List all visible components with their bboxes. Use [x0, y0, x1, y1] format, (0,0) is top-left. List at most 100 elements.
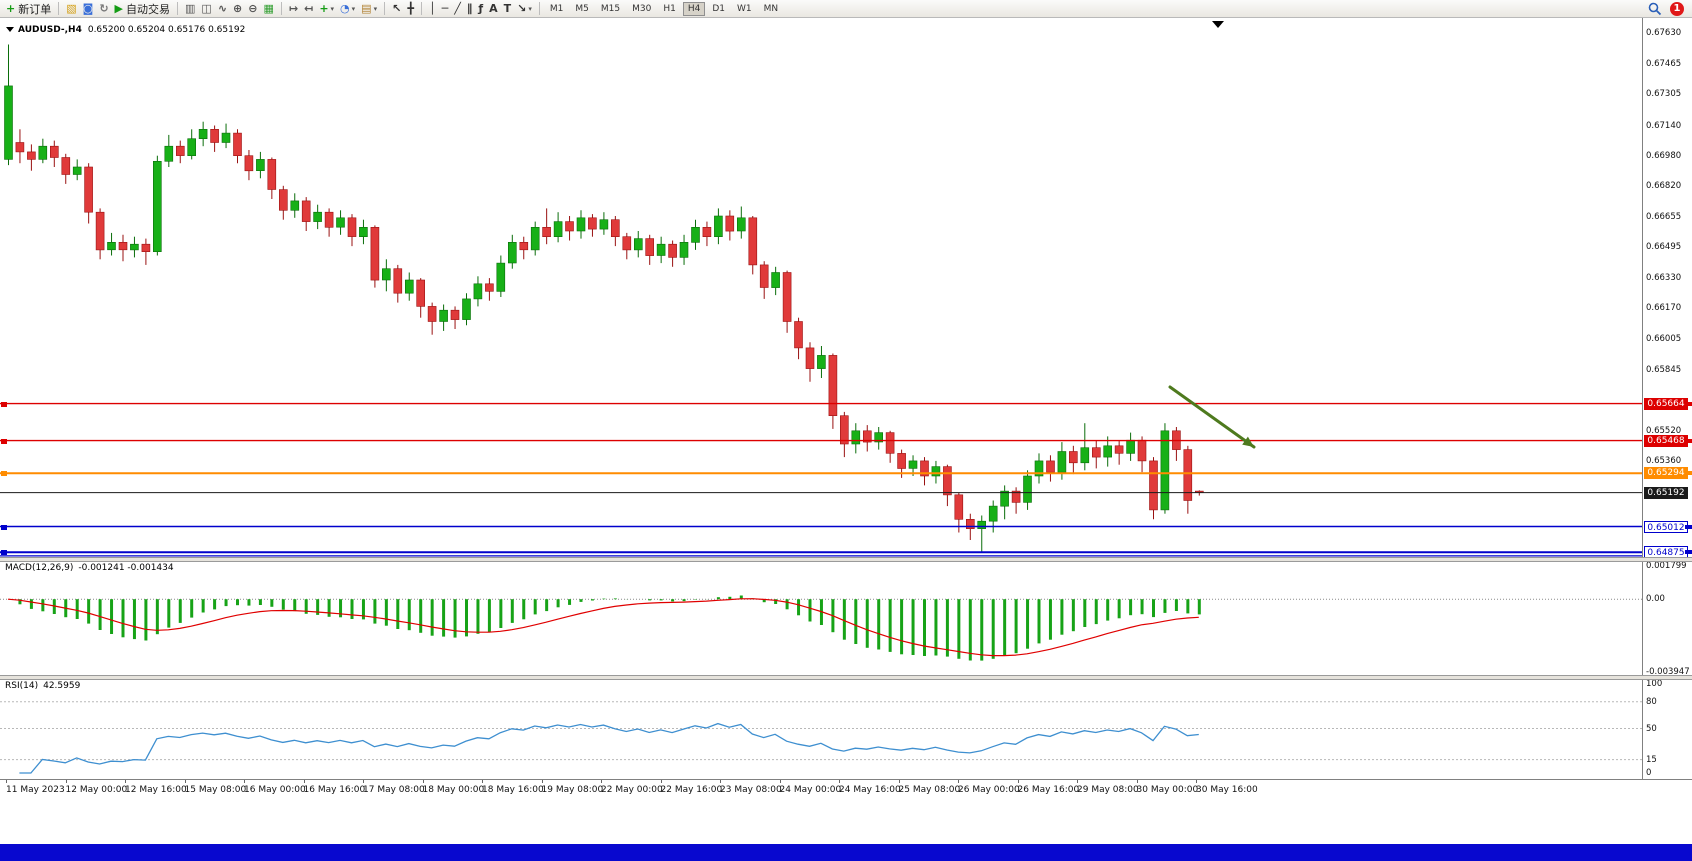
- line-edge-mark: [1685, 401, 1692, 406]
- line-chart-button[interactable]: ∿: [216, 1, 229, 17]
- time-tick: [303, 780, 305, 783]
- profiles-icon: ◙: [82, 1, 94, 15]
- notification-badge[interactable]: 1: [1670, 1, 1684, 16]
- time-label: 19 May 08:00: [541, 785, 604, 795]
- horizontal-line-button[interactable]: ─: [440, 1, 451, 17]
- rsi-axis-tick: 0: [1646, 768, 1652, 778]
- timeframe-m30[interactable]: M30: [632, 3, 652, 14]
- candle: [1137, 439, 1147, 462]
- candlestick-chart-button[interactable]: ◫: [199, 1, 213, 17]
- timeframe-m1[interactable]: M1: [549, 3, 564, 14]
- candle: [931, 466, 941, 477]
- trendline-icon: ╱: [454, 1, 461, 15]
- refresh-button[interactable]: ↻: [97, 1, 110, 17]
- line-anchor[interactable]: [1, 438, 7, 444]
- timeframe-h1[interactable]: H1: [663, 3, 676, 14]
- time-tick: [1196, 780, 1197, 783]
- candle: [359, 227, 368, 238]
- chart-shift-button[interactable]: ↤: [302, 1, 315, 17]
- candle: [645, 238, 655, 256]
- candle: [210, 129, 219, 143]
- candle: [381, 268, 391, 281]
- candle: [759, 264, 769, 288]
- timeframe-d1[interactable]: D1: [712, 3, 725, 14]
- price-tick: 0.66330: [1646, 273, 1682, 284]
- autotrading-button-label: 自动交易: [126, 2, 170, 16]
- text-button[interactable]: A: [487, 1, 500, 17]
- candle: [38, 145, 48, 160]
- dropdown-arrow-icon[interactable]: ▾: [373, 4, 378, 13]
- macd-name: MACD(12,26,9): [5, 563, 74, 573]
- vertical-line-button[interactable]: │: [427, 1, 438, 17]
- line-anchor[interactable]: [1, 524, 7, 530]
- time-label: 17 May 08:00: [363, 785, 425, 795]
- indicators-icon: +: [319, 1, 329, 15]
- price-tick: 0.67465: [1646, 59, 1682, 70]
- candle: [450, 309, 460, 320]
- candle: [1126, 439, 1135, 454]
- time-label: 24 May 00:00: [779, 785, 842, 795]
- profiles-button[interactable]: ◙: [81, 1, 96, 17]
- text-label-button[interactable]: T: [502, 1, 514, 17]
- timeframe-mn[interactable]: MN: [763, 3, 779, 14]
- candle: [290, 200, 300, 211]
- search-icon[interactable]: [1648, 2, 1662, 16]
- line-anchor[interactable]: [1, 550, 7, 556]
- collapse-chart-icon[interactable]: [6, 27, 14, 32]
- candle: [473, 283, 483, 300]
- rsi-line: [19, 722, 1199, 774]
- line-anchor[interactable]: [1, 471, 7, 477]
- periods-button[interactable]: ◔ ▾: [338, 1, 357, 17]
- timeframe-h4[interactable]: H4: [682, 1, 706, 16]
- channel-button[interactable]: ∥: [465, 1, 475, 17]
- chart-shift-marker[interactable]: [1212, 21, 1224, 28]
- toolbar-separator: [280, 2, 282, 15]
- candle: [702, 227, 712, 238]
- candle: [439, 309, 448, 322]
- timeframe-m15[interactable]: M15: [600, 3, 621, 14]
- crosshair-button[interactable]: ╋: [405, 1, 416, 17]
- chart-shift-icon: ↤: [304, 1, 314, 15]
- candle: [874, 432, 884, 443]
- templates-button[interactable]: ▤ ▾: [359, 1, 379, 17]
- candle: [233, 132, 242, 156]
- candle: [519, 242, 529, 251]
- price-chart-canvas[interactable]: [0, 18, 1642, 779]
- panel-splitter-rsi[interactable]: [0, 675, 1692, 680]
- candle: [714, 215, 723, 238]
- line-anchor[interactable]: [1, 401, 7, 407]
- auto-scroll-button[interactable]: ↦: [287, 1, 300, 17]
- new-order-button[interactable]: + 新订单: [4, 1, 53, 17]
- arrows-button[interactable]: ↘ ▾: [515, 1, 534, 17]
- zoom-out-button[interactable]: ⊖: [246, 1, 259, 17]
- macd-panel-label: MACD(12,26,9) -0.001241 -0.001434: [5, 563, 174, 573]
- candle: [416, 279, 426, 307]
- timeframe-w1[interactable]: W1: [736, 3, 752, 14]
- indicators-button[interactable]: + ▾: [317, 1, 336, 17]
- autotrading-button[interactable]: ▶ 自动交易: [113, 1, 172, 17]
- dropdown-arrow-icon[interactable]: ▾: [330, 4, 335, 13]
- fibonacci-button[interactable]: ƒ: [476, 1, 485, 17]
- trend-arrow-head: [1242, 436, 1254, 447]
- trendline-button[interactable]: ╱: [452, 1, 463, 17]
- trend-arrow-annotation[interactable]: [1168, 385, 1256, 449]
- candle: [988, 505, 998, 522]
- tile-windows-button[interactable]: ▦: [261, 1, 275, 17]
- price-tick: 0.66655: [1646, 211, 1682, 222]
- price-axis[interactable]: 0.67630 0.67465 0.67305 0.67140 0.66980 0.668…: [1642, 18, 1692, 779]
- cursor-button[interactable]: ↖: [390, 1, 403, 17]
- dropdown-arrow-icon[interactable]: ▾: [528, 4, 532, 13]
- candle: [256, 159, 265, 171]
- dropdown-arrow-icon[interactable]: ▾: [351, 4, 356, 13]
- macd-values: -0.001241 -0.001434: [78, 563, 174, 573]
- panel-splitter-macd[interactable]: [0, 557, 1692, 562]
- bar-chart-button[interactable]: ▥: [183, 1, 197, 17]
- zoom-in-button[interactable]: ⊕: [231, 1, 244, 17]
- new-chart-button[interactable]: ▧: [64, 1, 78, 17]
- toolbar-separator: [177, 2, 178, 15]
- timeframe-m5[interactable]: M5: [575, 3, 589, 14]
- time-axis[interactable]: 11 May 2023 12 May 00:00 12 May 16:00 15 Ma…: [0, 779, 1692, 797]
- time-label: 23 May 08:00: [720, 785, 782, 795]
- candle: [908, 460, 918, 469]
- candle: [633, 238, 643, 251]
